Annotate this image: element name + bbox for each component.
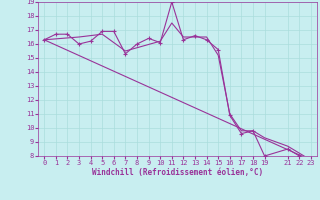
X-axis label: Windchill (Refroidissement éolien,°C): Windchill (Refroidissement éolien,°C) (92, 168, 263, 177)
